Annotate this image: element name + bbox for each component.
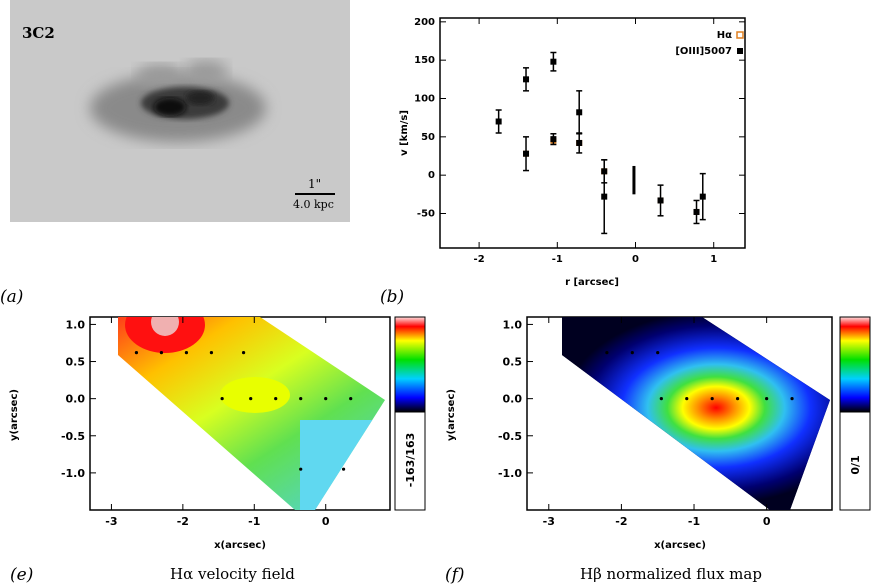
rc-data-point [657, 197, 664, 204]
legend-label-oiii: [OIII]5007 [675, 46, 732, 57]
map-x-tick-label: -2 [177, 515, 189, 528]
map-sample-point [790, 397, 794, 401]
rc-y-tick-label: 50 [421, 132, 435, 143]
rc-data-point [601, 168, 608, 175]
flux-colorbar [839, 316, 871, 413]
rc-data-point [550, 136, 557, 143]
velocity-colorbar-range: -163/163 [404, 433, 417, 488]
map-sample-point [630, 351, 634, 355]
legend-marker-halpha [736, 31, 744, 39]
legend-marker-oiii [737, 48, 743, 54]
velocity-x-axis-label: x(arcsec) [214, 540, 266, 551]
map-sample-point [656, 351, 660, 355]
map-sample-point [349, 397, 353, 401]
panel-label-e: (e) [10, 565, 34, 585]
rc-data-point [576, 139, 583, 146]
rc-x-tick-label: -1 [552, 254, 563, 265]
map-sample-point [685, 397, 689, 401]
rotation-curve-chart: -2 -1 0 1 -50 0 50 100 150 200 r [arcsec] v [km/s… [399, 17, 746, 288]
flux-colorbar-label-box [839, 411, 871, 511]
map-sample-point [241, 351, 246, 355]
map-sample-point [659, 397, 663, 401]
rc-data-point [693, 208, 700, 215]
panel-label-b: (b) [380, 287, 405, 307]
galaxy-name-label: 3C2 [22, 24, 55, 42]
galaxy-image-panel: 3C2 1" 4.0 kpc [10, 0, 350, 222]
rc-y-tick-label: -50 [417, 209, 435, 220]
map-sample-point [341, 467, 346, 471]
rc-x-axis-label: r [arcsec] [565, 277, 619, 288]
map-x-tick-label: -3 [543, 515, 555, 528]
flux-y-axis-label: y(arcsec) [446, 389, 457, 441]
rc-data-point [550, 58, 557, 65]
map-sample-point [710, 397, 714, 401]
velocity-y-axis-label: y(arcsec) [9, 389, 20, 441]
map-y-tick-label: 1.0 [503, 318, 523, 331]
map-y-tick-label: -0.5 [61, 430, 85, 443]
map-sample-point [134, 351, 139, 355]
map-x-tick-label: -2 [615, 515, 627, 528]
velocity-field-map: -3 -2 -1 0 1.0 0.5 0.0 -0.5 -1.0 -163/163 x(arcs… [9, 316, 426, 551]
rotation-curve-frame [439, 17, 746, 249]
map-x-tick-label: -1 [688, 515, 700, 528]
flux-x-axis-label: x(arcsec) [654, 540, 706, 551]
rc-y-tick-label: 0 [428, 170, 435, 181]
map-sample-point [274, 397, 278, 401]
rc-x-tick-label: 0 [632, 254, 639, 265]
rc-data-point [523, 76, 530, 83]
rc-data-point [495, 118, 502, 125]
map-x-tick-label: 0 [763, 515, 771, 528]
rc-data-point [523, 150, 530, 157]
rc-x-tick-label: -2 [474, 254, 485, 265]
map-sample-point [765, 397, 769, 401]
map-sample-point [324, 397, 328, 401]
map-sample-point [159, 351, 164, 355]
map-x-tick-label: -3 [105, 515, 117, 528]
rc-x-tick-label: 1 [710, 254, 717, 265]
map-sample-point [605, 351, 609, 355]
map-y-tick-label: 0.0 [503, 393, 523, 406]
map-sample-point [184, 351, 189, 355]
scale-bar-angle: 1" [308, 177, 322, 191]
map-sample-point [735, 397, 740, 401]
map-sample-point [299, 467, 303, 471]
rc-y-tick-label: 100 [414, 94, 435, 105]
map-y-tick-label: 0.5 [503, 356, 523, 369]
rc-y-tick-label: 150 [414, 55, 435, 66]
rc-data-point [601, 193, 608, 200]
map-x-tick-label: -1 [248, 515, 260, 528]
rc-data-point [576, 109, 583, 116]
map-y-tick-label: -0.5 [498, 430, 522, 443]
scale-bar [295, 193, 335, 195]
rc-y-axis-label: v [km/s] [399, 110, 410, 156]
map-x-tick-label: 0 [322, 515, 330, 528]
map-y-tick-label: 0.5 [66, 356, 86, 369]
map-y-tick-label: 1.0 [66, 318, 86, 331]
map-sample-point [249, 397, 253, 401]
map-y-tick-label: 0.0 [66, 393, 86, 406]
velocity-colorbar-label-box [394, 411, 426, 511]
map-y-tick-label: -1.0 [498, 467, 522, 480]
flux-map: -3 -2 -1 0 1.0 0.5 0.0 -0.5 -1.0 0/1 x(arcsec) y… [446, 316, 871, 551]
panel-label-f: (f) [445, 565, 465, 585]
rc-data-point [699, 193, 706, 200]
caption-flux-map: Hβ normalized flux map [580, 565, 762, 583]
scale-bar-distance: 4.0 kpc [293, 198, 334, 211]
caption-velocity-field: Hα velocity field [170, 565, 295, 583]
panel-label-a: (a) [0, 287, 24, 307]
galaxy-image [90, 60, 266, 142]
velocity-colorbar [394, 316, 426, 413]
flux-colorbar-range: 0/1 [849, 455, 862, 474]
legend-label-halpha: Hα [717, 30, 732, 41]
rc-y-tick-label: 200 [414, 17, 435, 28]
map-y-tick-label: -1.0 [61, 467, 85, 480]
map-sample-point [209, 351, 214, 355]
map-sample-point [220, 397, 224, 401]
map-sample-point [299, 397, 303, 401]
